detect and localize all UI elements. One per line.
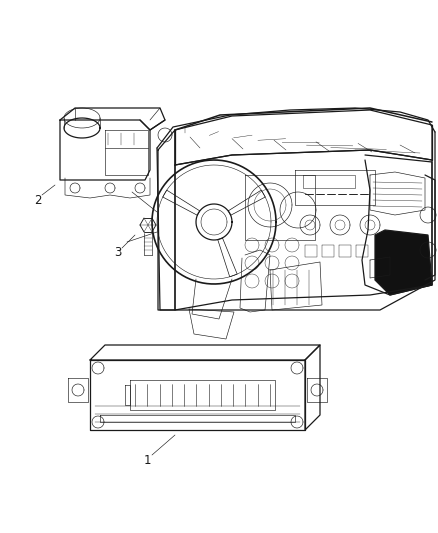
Text: 1: 1 (143, 454, 151, 466)
Text: 2: 2 (34, 193, 42, 206)
Text: 3: 3 (114, 246, 122, 259)
Polygon shape (375, 230, 432, 295)
